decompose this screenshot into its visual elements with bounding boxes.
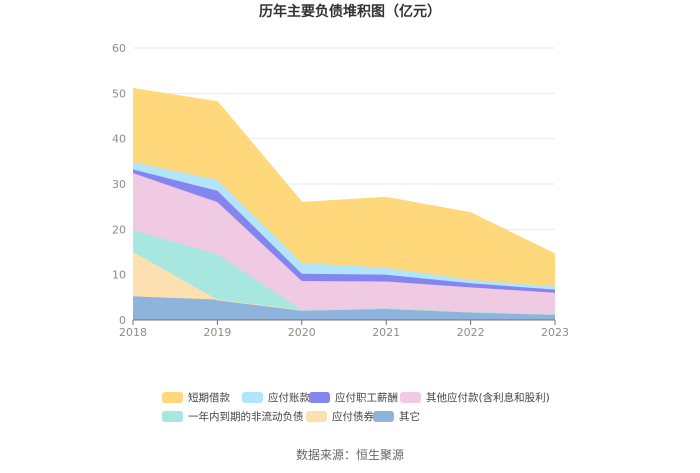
area-series-4	[133, 169, 555, 293]
legend-swatch	[309, 392, 330, 403]
legend-swatch	[242, 392, 263, 403]
legend-label: 应付账款	[268, 391, 310, 404]
legend-swatch	[162, 392, 183, 403]
x-tick-label: 2018	[119, 326, 147, 339]
y-tick-label: 50	[112, 87, 126, 100]
x-tick-label: 2021	[372, 326, 400, 339]
legend-label: 其它	[399, 410, 420, 423]
legend-swatch	[306, 411, 327, 422]
y-tick-label: 30	[112, 178, 126, 191]
area-series-2	[133, 230, 555, 315]
area-series-3	[133, 173, 555, 315]
x-tick-label: 2023	[541, 326, 569, 339]
x-tick-label: 2019	[203, 326, 231, 339]
y-tick-label: 20	[112, 223, 126, 236]
area-series-5	[133, 162, 555, 290]
data-source: 数据来源：恒生聚源	[296, 447, 404, 462]
legend-label: 应付债券	[332, 410, 374, 423]
legend-label: 短期借款	[188, 391, 230, 404]
y-tick-label: 40	[112, 133, 126, 146]
x-tick-label: 2022	[457, 326, 485, 339]
legend-label: 一年内到期的非流动负债	[188, 410, 304, 423]
y-tick-label: 0	[119, 314, 126, 327]
area-layer	[132, 88, 556, 320]
area-series-6	[133, 88, 555, 287]
x-tick-label: 2020	[288, 326, 316, 339]
legend-swatch	[400, 392, 421, 403]
legend-swatch	[162, 411, 183, 422]
area-series-line-6	[132, 88, 556, 255]
axis-layer: 0 10 20 30 40 50 60 2018 2019 2020 2021 2022 2023	[112, 42, 569, 339]
legend-label: 应付职工薪酬	[335, 391, 398, 404]
legend: 短期借款 应付账款 应付职工薪酬 其他应付款(含利息和股利) 一年内到期的非流动负债 应付…	[162, 391, 550, 423]
y-tick-label: 10	[112, 269, 126, 282]
legend-swatch	[373, 411, 394, 422]
y-tick-label: 60	[112, 42, 126, 55]
chart-title: 历年主要负债堆积图（亿元）	[259, 3, 441, 20]
legend-label: 其他应付款(含利息和股利)	[426, 391, 550, 404]
